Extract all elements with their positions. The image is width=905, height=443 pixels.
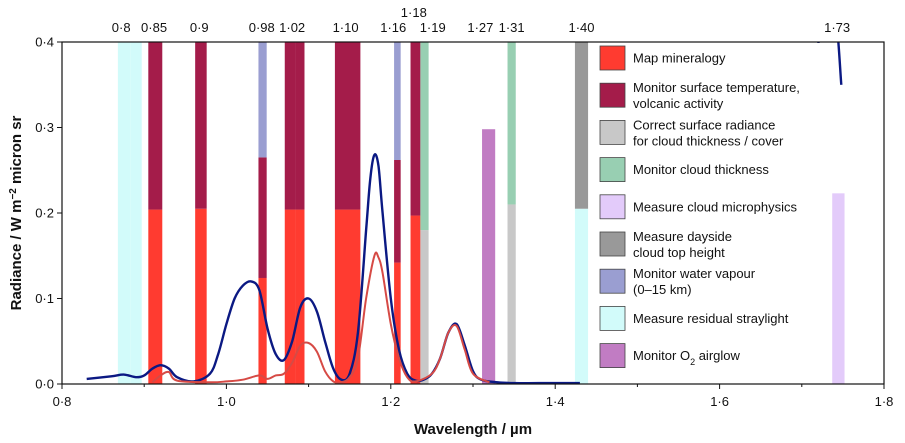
filter-label: 1·16 bbox=[380, 20, 406, 35]
legend-label-cloud_thickness: Monitor cloud thickness bbox=[633, 162, 769, 177]
filter-label: 1·27 bbox=[467, 20, 493, 35]
filter-band-7-temperature bbox=[334, 42, 361, 210]
filter-label: 0·98 bbox=[249, 20, 275, 35]
filter-band-10-cloud_thickness bbox=[420, 42, 429, 231]
filter-band-8-water bbox=[394, 42, 401, 160]
filter-wavelength-labels: 0·8 0·85 0·9 0·98 1·02 1·10 1·161·181·19 1·27 1·… bbox=[112, 5, 850, 35]
filter-band-11-airglow bbox=[482, 129, 496, 384]
filter-label: 1·02 bbox=[279, 20, 305, 35]
legend-label-subscript: 2 bbox=[690, 357, 695, 367]
y-axis-title-units: micron sr bbox=[8, 115, 25, 188]
legend-swatch-temperature bbox=[599, 82, 626, 108]
filter-bands bbox=[117, 42, 845, 384]
filter-label: 0·9 bbox=[190, 20, 209, 35]
legend-swatch-airglow bbox=[599, 343, 626, 369]
y-tick-label: 0·0 bbox=[35, 377, 54, 392]
filter-label: 1·18 bbox=[401, 5, 427, 20]
filter-label: 1·40 bbox=[568, 20, 594, 35]
filter-band-4-water bbox=[258, 42, 267, 158]
legend-swatch-water bbox=[599, 268, 626, 294]
filter-band-8-mineralogy bbox=[394, 262, 401, 384]
legend-label-temperature-line: volcanic activity bbox=[633, 96, 724, 111]
filter-band-4-temperature bbox=[258, 157, 267, 278]
filter-band-9-temperature bbox=[410, 42, 421, 216]
filter-band-2-temperature bbox=[148, 42, 163, 210]
filter-band-3-temperature bbox=[195, 42, 207, 209]
legend-label-part: Monitor O bbox=[633, 348, 690, 363]
filter-label: 1·73 bbox=[824, 20, 850, 35]
filter-band-12-cloud_thickness bbox=[507, 42, 516, 205]
filter-band-5-mineralogy bbox=[284, 209, 296, 384]
x-tick-label: 1·6 bbox=[710, 394, 729, 409]
legend-label-part: airglow bbox=[695, 348, 740, 363]
x-axis-title: Wavelength / µm bbox=[414, 421, 532, 438]
y-tick-label: 0·3 bbox=[35, 120, 54, 135]
legend-label-surface_radiance-line: for cloud thickness / cover bbox=[633, 133, 784, 148]
filter-band-2-mineralogy bbox=[148, 209, 163, 384]
legend-swatch-mineralogy bbox=[599, 45, 626, 71]
filter-band-5-temperature bbox=[284, 42, 296, 210]
filter-band-13-straylight bbox=[574, 208, 589, 384]
legend-label-temperature-line: Monitor surface temperature, bbox=[633, 80, 800, 95]
filter-band-8-temperature bbox=[394, 159, 401, 263]
filter-band-1-straylight bbox=[130, 42, 142, 384]
filter-band-7-mineralogy bbox=[334, 209, 361, 384]
y-axis-title-main: Radiance / W m bbox=[8, 200, 25, 311]
x-axis-ticks: 0·8 1·0 1·2 1·4 1·6 1·8 bbox=[53, 384, 894, 409]
x-tick-label: 1·4 bbox=[546, 394, 565, 409]
filter-label: 1·10 bbox=[333, 20, 359, 35]
legend-swatch-surface_radiance bbox=[599, 120, 626, 145]
filter-band-3-mineralogy bbox=[195, 208, 207, 384]
legend-label-water-line: Monitor water vapour bbox=[633, 266, 756, 281]
legend: Map mineralogy Monitor surface temperatur… bbox=[595, 43, 828, 383]
legend-swatch-cloud_thickness bbox=[599, 157, 626, 183]
legend-label-microphysics: Measure cloud microphysics bbox=[633, 199, 798, 214]
filter-band-6-temperature bbox=[295, 42, 305, 210]
y-axis-ticks: 0·0 0·1 0·2 0·3 0·4 bbox=[35, 35, 62, 392]
filter-label: 1·31 bbox=[499, 20, 525, 35]
legend-swatch-microphysics bbox=[599, 194, 626, 220]
filter-band-0-straylight bbox=[117, 42, 131, 384]
filter-band-6-mineralogy bbox=[295, 209, 305, 384]
filter-label: 0·8 bbox=[112, 20, 131, 35]
y-tick-label: 0·4 bbox=[35, 35, 54, 50]
legend-swatch-cloud_top bbox=[599, 231, 626, 257]
filter-band-13-cloud_top bbox=[574, 42, 589, 209]
legend-label-surface_radiance-line: Correct surface radiance bbox=[633, 117, 775, 132]
y-tick-label: 0·2 bbox=[35, 206, 54, 221]
filter-band-4-mineralogy bbox=[258, 277, 267, 384]
filter-band-9-mineralogy bbox=[410, 215, 421, 384]
filter-band-14-microphysics bbox=[832, 193, 845, 384]
legend-label-cloud_top-line: cloud top height bbox=[633, 245, 725, 260]
legend-label-airglow: Monitor O2 airglow bbox=[633, 348, 741, 367]
filter-band-12-surface_radiance bbox=[507, 204, 516, 384]
y-tick-label: 0·1 bbox=[35, 291, 54, 306]
legend-label-water-line: (0–15 km) bbox=[633, 282, 692, 297]
filter-band-10-surface_radiance bbox=[420, 230, 429, 384]
legend-swatch-straylight bbox=[599, 305, 626, 331]
x-tick-label: 1·2 bbox=[381, 394, 400, 409]
radiance-curve-1 bbox=[151, 251, 490, 384]
legend-label-straylight: Measure residual straylight bbox=[633, 311, 789, 326]
x-tick-label: 0·8 bbox=[53, 394, 72, 409]
legend-label-cloud_top-line: Measure dayside bbox=[633, 229, 732, 244]
x-tick-label: 1·0 bbox=[217, 394, 236, 409]
x-tick-label: 1·8 bbox=[875, 394, 894, 409]
y-axis-title-superscript: −2 bbox=[8, 188, 19, 200]
legend-label-mineralogy: Map mineralogy bbox=[633, 51, 726, 66]
filter-label: 0·85 bbox=[141, 20, 167, 35]
filter-label: 1·19 bbox=[420, 20, 446, 35]
legend-background bbox=[595, 43, 828, 383]
y-axis-title: Radiance / W m−2 micron sr bbox=[8, 115, 26, 310]
